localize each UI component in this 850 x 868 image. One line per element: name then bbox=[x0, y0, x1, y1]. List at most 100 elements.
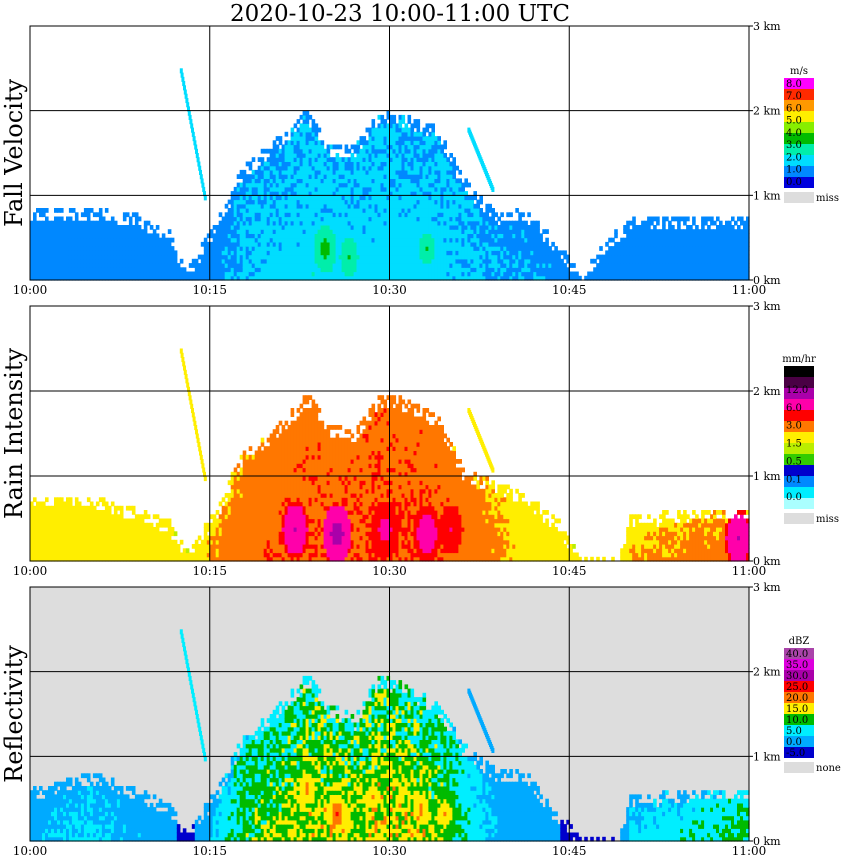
echo-cell bbox=[105, 208, 109, 213]
echo-cell bbox=[417, 119, 421, 124]
echo-cell bbox=[87, 217, 91, 222]
echo-cell bbox=[279, 140, 283, 145]
echo-cell bbox=[261, 157, 265, 162]
echo-cell bbox=[144, 229, 148, 234]
echo-cell bbox=[249, 166, 253, 171]
echo-cell bbox=[279, 136, 283, 141]
echo-cell bbox=[399, 123, 403, 128]
echo-cell bbox=[285, 132, 289, 137]
echo-cell bbox=[372, 123, 376, 128]
echo-cell bbox=[402, 119, 406, 124]
echo-cell bbox=[33, 217, 37, 222]
echo-cell bbox=[315, 123, 319, 128]
radar-figure: 10:00 10:15 10:30 10:45 11:000 km1 km2 km3 k… bbox=[0, 0, 850, 868]
echo-cell bbox=[345, 145, 349, 150]
echo-cell bbox=[210, 229, 214, 234]
echo-cell bbox=[162, 233, 166, 238]
echo-cell bbox=[402, 115, 406, 120]
echo-cell bbox=[309, 115, 313, 120]
echo-cell bbox=[60, 208, 64, 213]
echo-cell bbox=[431, 128, 435, 133]
echo-cell bbox=[327, 149, 331, 154]
echo-cell bbox=[135, 212, 139, 217]
echo-cell bbox=[363, 136, 367, 141]
echo-cell bbox=[321, 145, 325, 150]
echo-cell bbox=[351, 153, 355, 158]
echo-cell bbox=[357, 145, 361, 150]
echo-cell bbox=[321, 140, 325, 145]
echo-cell bbox=[126, 212, 130, 217]
echo-cell bbox=[318, 128, 322, 133]
echo-cell bbox=[102, 217, 106, 222]
echo-cell bbox=[69, 217, 73, 222]
echo-cell bbox=[75, 217, 79, 222]
echo-cell bbox=[129, 221, 133, 226]
echo-cell bbox=[431, 123, 435, 128]
echo-cell bbox=[243, 170, 247, 175]
echo-cell bbox=[204, 238, 208, 243]
echo-cell bbox=[90, 208, 94, 213]
echo-cell bbox=[138, 217, 142, 222]
echo-cell bbox=[249, 162, 253, 167]
echo-cell bbox=[372, 119, 376, 124]
echo-cell bbox=[174, 250, 178, 255]
echo-cell bbox=[431, 132, 435, 137]
echo-cell bbox=[219, 212, 223, 217]
echo-cell bbox=[195, 259, 199, 264]
echo-cell bbox=[156, 233, 160, 238]
echo-cell bbox=[408, 115, 412, 120]
echo-cell bbox=[114, 221, 118, 226]
echo-cell bbox=[87, 212, 91, 217]
echo-cell bbox=[150, 225, 154, 230]
echo-cell bbox=[273, 140, 277, 145]
echo-cell bbox=[297, 119, 301, 124]
echo-cell bbox=[99, 208, 103, 213]
echo-cell bbox=[180, 259, 184, 264]
echo-cell bbox=[171, 238, 175, 243]
echo-cell bbox=[99, 212, 103, 217]
echo-cell bbox=[174, 259, 178, 264]
echo-cell bbox=[336, 153, 340, 158]
echo-cell bbox=[417, 123, 421, 128]
echo-cell bbox=[408, 119, 412, 124]
echo-cell bbox=[168, 242, 172, 247]
echo-cell bbox=[437, 140, 441, 145]
echo-cell bbox=[315, 132, 319, 137]
echo-cell bbox=[384, 119, 388, 124]
echo-cell bbox=[393, 119, 397, 124]
echo-cell bbox=[138, 225, 142, 230]
echo-cell bbox=[411, 128, 415, 133]
echo-cell bbox=[177, 263, 181, 268]
echo-cell bbox=[393, 115, 397, 120]
echo-cell bbox=[312, 119, 316, 124]
echo-cell bbox=[423, 132, 427, 137]
echo-cell bbox=[327, 153, 331, 158]
echo-cell bbox=[417, 128, 421, 133]
echo-cell bbox=[225, 204, 229, 209]
echo-cell bbox=[252, 157, 256, 162]
echo-cell bbox=[60, 217, 64, 222]
echo-cell bbox=[437, 136, 441, 141]
echo-cell bbox=[75, 212, 79, 217]
echo-cell bbox=[147, 221, 151, 226]
echo-cell bbox=[45, 217, 49, 222]
echo-cell bbox=[426, 128, 430, 133]
echo-cell bbox=[348, 149, 352, 154]
echo-cell bbox=[306, 123, 310, 128]
echo-cell bbox=[381, 115, 385, 120]
echo-cell bbox=[123, 217, 127, 222]
echo-cell bbox=[111, 217, 115, 222]
echo-cell bbox=[144, 225, 148, 230]
echo-cell bbox=[276, 145, 280, 150]
echo-cell bbox=[306, 119, 310, 124]
echo-cell bbox=[294, 123, 298, 128]
echo-cell bbox=[153, 229, 157, 234]
echo-cell bbox=[174, 255, 178, 260]
echo-cell bbox=[168, 229, 172, 234]
echo-cell bbox=[405, 123, 409, 128]
echo-cell bbox=[72, 208, 76, 213]
echo-cell bbox=[315, 136, 319, 141]
echo-cell bbox=[171, 246, 175, 251]
echo-cell bbox=[129, 217, 133, 222]
echo-cell bbox=[339, 145, 343, 150]
